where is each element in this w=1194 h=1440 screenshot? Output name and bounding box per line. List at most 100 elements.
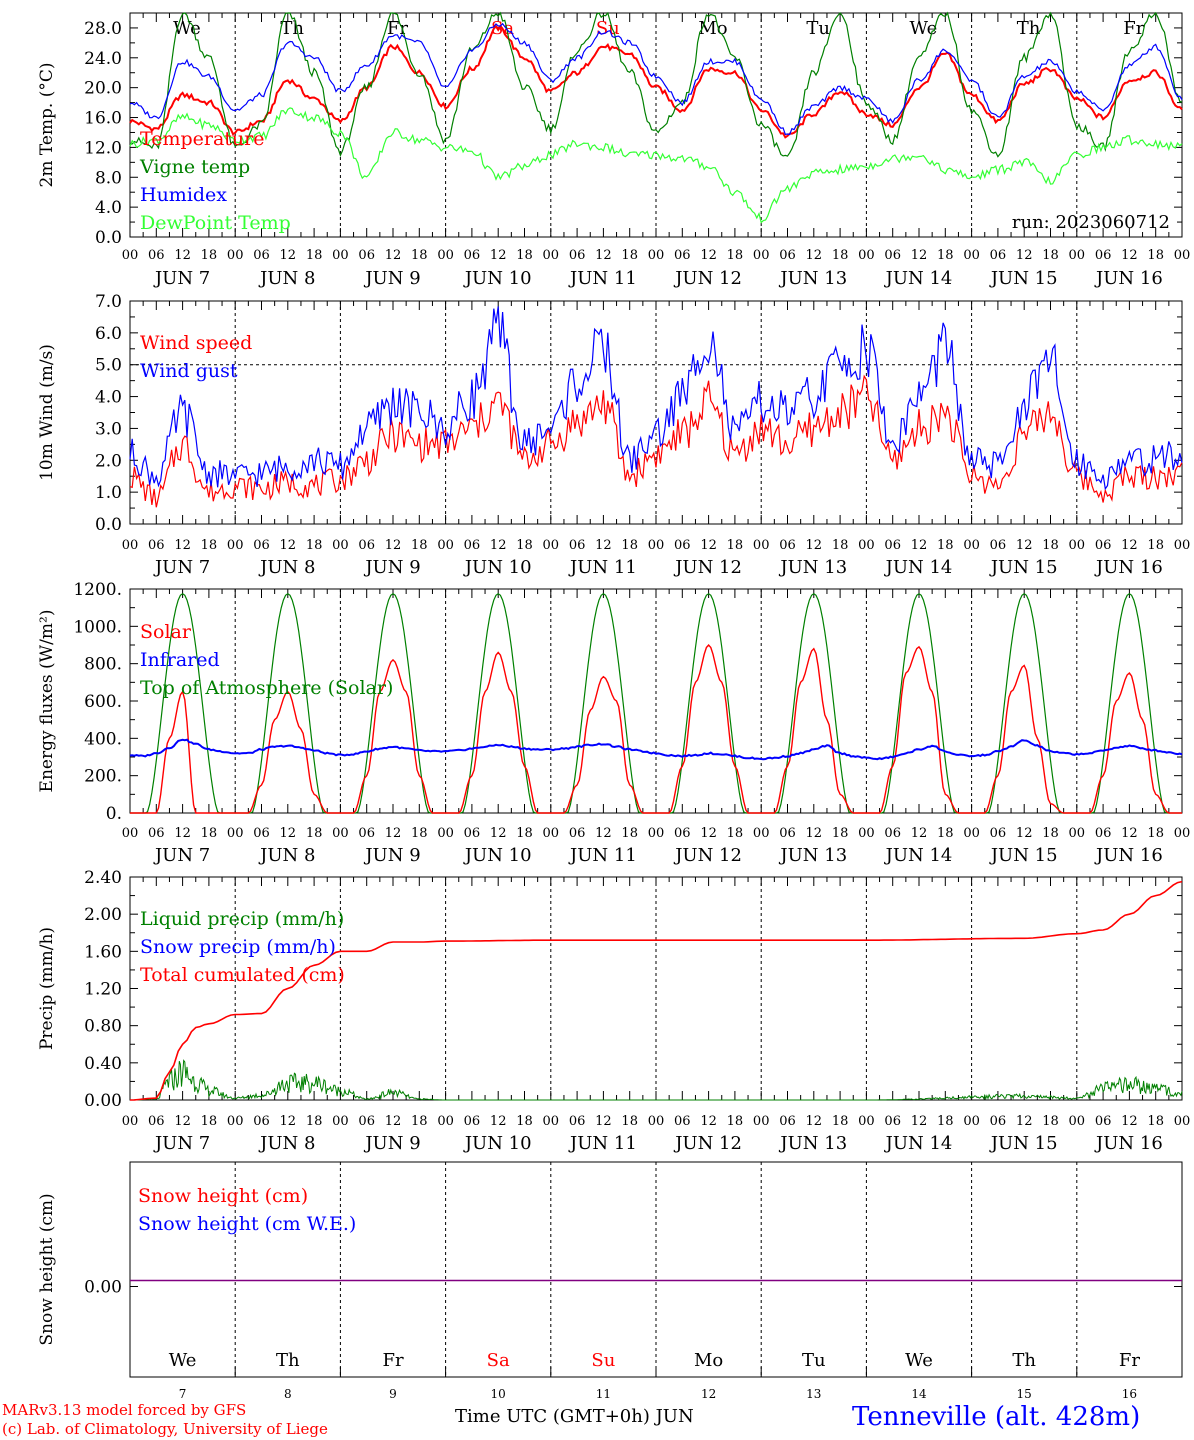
hour-tick-label: 12 (385, 248, 402, 263)
hour-tick-label: 06 (674, 248, 691, 263)
month-day-label: JUN 8 (258, 557, 315, 578)
weekday-label: We (173, 18, 201, 39)
hour-tick-label: 06 (674, 826, 691, 841)
y-tick-label: 0.80 (84, 1017, 122, 1037)
hour-tick-label: 06 (1095, 1114, 1112, 1129)
hour-tick-label: 00 (227, 248, 244, 263)
hour-tick-label: 00 (1174, 826, 1191, 841)
series-line-3 (129, 107, 1183, 224)
hour-tick-label: 18 (516, 538, 533, 553)
month-day-label: JUN 7 (153, 845, 210, 866)
y-tick-label: 0.00 (84, 1278, 122, 1298)
hour-tick-label: 12 (490, 826, 507, 841)
y-tick-label: 4.0 (95, 388, 122, 408)
hour-tick-label: 18 (516, 248, 533, 263)
legend-entry: Snow precip (mm/h) (140, 936, 336, 958)
hour-tick-label: 12 (595, 1114, 612, 1129)
month-day-label: JUN 9 (363, 1133, 420, 1154)
y-tick-label: 1.20 (84, 980, 122, 1000)
month-day-label: JUN 15 (989, 1133, 1058, 1154)
month-day-label: JUN 7 (153, 557, 210, 578)
hour-tick-label: 00 (227, 826, 244, 841)
hour-tick-label: 00 (753, 248, 770, 263)
y-axis-label: 2m Temp. (°C) (37, 62, 57, 187)
hour-tick-label: 06 (358, 826, 375, 841)
hour-tick-label: 12 (280, 1114, 297, 1129)
month-day-label: JUN 10 (463, 268, 532, 289)
hour-tick-label: 18 (411, 826, 428, 841)
hour-tick-label: 18 (201, 826, 218, 841)
hour-tick-label: 06 (990, 826, 1007, 841)
hour-tick-label: 06 (884, 248, 901, 263)
day-number-label: 12 (701, 1387, 716, 1401)
time-axis-label: Time UTC (GMT+0h) JUN (455, 1406, 694, 1427)
y-tick-label: 1.0 (95, 483, 122, 503)
energy-frame (129, 588, 1183, 814)
series-line-1 (129, 738, 1183, 761)
weekday-label: Fr (1119, 1350, 1140, 1371)
weekday-label: We (169, 1350, 197, 1371)
station-label: Tenneville (alt. 428m) (852, 1402, 1141, 1432)
weekday-label: We (905, 1350, 933, 1371)
month-day-label: JUN 12 (673, 845, 742, 866)
y-axis-label: Precip (mm/h) (37, 927, 57, 1050)
weekday-label: Mo (694, 1350, 723, 1371)
hour-tick-label: 06 (569, 538, 586, 553)
hour-tick-label: 18 (727, 826, 744, 841)
series-line-1 (129, 11, 1183, 158)
hour-tick-label: 12 (385, 538, 402, 553)
hour-tick-label: 18 (832, 538, 849, 553)
hour-tick-label: 18 (306, 826, 323, 841)
hour-tick-label: 18 (201, 248, 218, 263)
hour-tick-label: 00 (648, 1114, 665, 1129)
month-day-label: JUN 11 (568, 268, 637, 289)
legend-entry: Top of Atmosphere (Solar) (140, 677, 393, 699)
y-tick-label: 400. (84, 729, 122, 749)
hour-tick-label: 12 (1121, 248, 1138, 263)
hour-tick-label: 06 (569, 826, 586, 841)
weekday-label: Sa (487, 1350, 510, 1371)
legend-entry: Humidex (140, 184, 227, 206)
hour-tick-label: 00 (1174, 248, 1191, 263)
hour-tick-label: 00 (858, 1114, 875, 1129)
run-label: run: 2023060712 (1012, 212, 1170, 233)
y-tick-label: 7.0 (95, 292, 122, 312)
y-tick-label: 800. (84, 655, 122, 675)
month-day-label: JUN 12 (673, 1133, 742, 1154)
hour-tick-label: 00 (963, 538, 980, 553)
hour-tick-label: 12 (1016, 538, 1033, 553)
day-number-label: 11 (596, 1387, 611, 1401)
hour-tick-label: 00 (227, 538, 244, 553)
month-day-label: JUN 11 (568, 1133, 637, 1154)
day-number-label: 7 (179, 1387, 187, 1401)
y-tick-label: 2.40 (84, 868, 122, 888)
month-day-label: JUN 16 (1094, 557, 1163, 578)
hour-tick-label: 12 (806, 538, 823, 553)
hour-tick-label: 18 (937, 1114, 954, 1129)
legend-entry: Total cumulated (cm) (140, 964, 345, 986)
weekday-label: Th (276, 1350, 300, 1371)
hour-tick-label: 12 (1121, 538, 1138, 553)
hour-tick-label: 18 (727, 538, 744, 553)
hour-tick-label: 06 (464, 248, 481, 263)
hour-tick-label: 06 (779, 826, 796, 841)
temperature-frame (129, 12, 1183, 238)
temperature-panel: 0.0 4.0 8.0 12.0 16.0 20.0 24.0 28.0 2m Temp. (°… (37, 11, 1191, 289)
y-tick-label: 0.0 (95, 515, 122, 535)
hour-tick-label: 00 (332, 1114, 349, 1129)
y-tick-label: 3.0 (95, 419, 122, 439)
y-tick-label: 5.0 (95, 356, 122, 376)
month-day-label: JUN 12 (673, 557, 742, 578)
hour-tick-label: 18 (516, 826, 533, 841)
hour-tick-label: 12 (490, 538, 507, 553)
hour-tick-label: 18 (1147, 538, 1164, 553)
weekday-label: Th (1012, 1350, 1036, 1371)
legend-entry: Vigne temp (139, 156, 250, 178)
hour-tick-label: 12 (595, 538, 612, 553)
legend-entry: Liquid precip (mm/h) (140, 908, 344, 930)
hour-tick-label: 06 (358, 1114, 375, 1129)
hour-tick-label: 00 (437, 248, 454, 263)
hour-tick-label: 06 (990, 248, 1007, 263)
snow-panel: 0.00 Snow height (cm) We 7 Th 8 Fr 9 Sa 10 Su 11 Mo 1… (37, 1161, 1183, 1401)
hour-tick-label: 12 (700, 538, 717, 553)
